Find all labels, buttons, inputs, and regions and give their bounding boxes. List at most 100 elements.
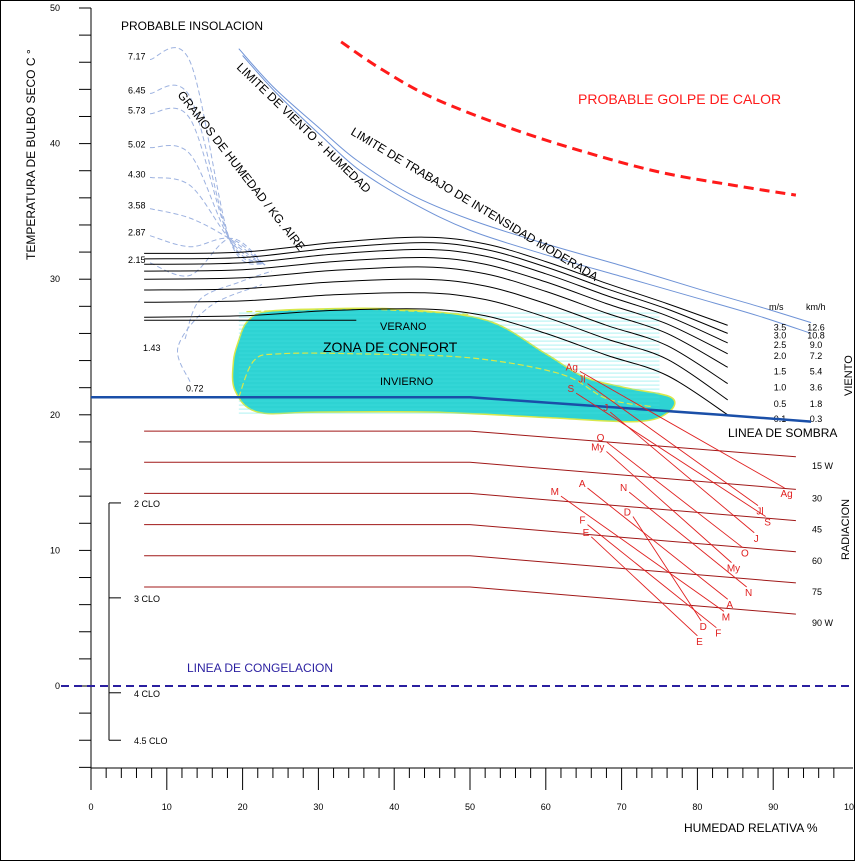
moisture-curve (176, 284, 263, 382)
month-start-label: N (620, 483, 627, 494)
radiation-line (144, 492, 796, 522)
wind-kmh-label: 9.0 (810, 340, 823, 350)
wind-ms-label: 3.0 (774, 330, 787, 340)
wind-limit-line (238, 48, 812, 324)
radiation-label: 75 (812, 587, 822, 597)
moisture-label: 2.15 (128, 255, 146, 265)
month-end-label: E (696, 637, 703, 648)
verano-label: VERANO (380, 321, 427, 333)
x-tick-label: 70 (617, 802, 627, 812)
wind-ms-label: 2.0 (774, 351, 787, 361)
wind-kmh-label: 0.3 (810, 414, 823, 424)
golpe-calor-label: PROBABLE GOLPE DE CALOR (578, 91, 781, 107)
month-line (606, 441, 744, 549)
wind-curve (144, 236, 728, 326)
shadow-line (91, 395, 812, 423)
heat-stroke-line (340, 40, 797, 197)
wind-limit-line (242, 55, 812, 334)
radiation-line (144, 430, 796, 458)
moisture-label: 6.45 (128, 85, 146, 95)
radiation-line (144, 555, 796, 584)
radiation-label: 45 (812, 525, 822, 535)
x-tick-label: 10 (162, 802, 172, 812)
month-line (587, 383, 759, 507)
clo-label: 4 CLO (134, 689, 160, 699)
month-line (587, 487, 728, 600)
month-end-label: F (715, 629, 721, 640)
month-line (632, 516, 702, 622)
wind-kmh-label: 7.2 (810, 351, 823, 361)
month-start-label: D (624, 508, 631, 519)
moisture-curve (149, 176, 266, 266)
linea-sombra-label: LINEA DE SOMBRA (728, 426, 837, 440)
wind-curve (144, 292, 728, 401)
radiation-label: 30 (812, 493, 822, 503)
month-start-label: Ag (566, 362, 578, 373)
radiation-line (144, 586, 796, 615)
month-line (579, 371, 785, 489)
wind-curve (144, 308, 728, 416)
clo-label: 4.5 CLO (134, 736, 168, 746)
wind-curve (144, 266, 728, 368)
month-line (575, 392, 766, 517)
x-tick-label: 50 (465, 802, 475, 812)
month-end-label: O (741, 549, 749, 560)
month-start-label: E (583, 528, 590, 539)
clo-label: 3 CLO (134, 594, 160, 604)
moisture-curve (149, 84, 266, 266)
month-start-label: M (551, 487, 559, 498)
wind-curve (144, 248, 728, 344)
x-tick-label: 90 (768, 802, 778, 812)
moisture-label: 3.58 (128, 201, 146, 211)
wind-ms-label: 1.5 (774, 366, 787, 376)
y-tick-label: 40 (50, 139, 60, 149)
x-tick-label: 80 (692, 802, 702, 812)
viento-label: VIENTO (843, 355, 855, 396)
shadow-line-path (91, 395, 812, 423)
moisture-curve (149, 47, 266, 266)
month-end-label: D (700, 622, 707, 633)
moisture-label: 5.73 (128, 106, 146, 116)
wind-ms-label: 3.5 (774, 322, 787, 332)
moisture-label: 7.17 (128, 51, 146, 61)
moisture-label: 4.30 (128, 169, 146, 179)
month-end-label: M (722, 612, 730, 623)
wind-ms-label: 2.5 (774, 340, 787, 350)
ms-header: m/s (769, 302, 784, 312)
radiation-label: 60 (812, 556, 822, 566)
month-end-label: A (726, 600, 733, 611)
y-axis-title: TEMPERATURA DE BULBO SECO C ° (24, 49, 38, 260)
wind-ms-label: 1.0 (774, 383, 787, 393)
month-end-label: My (727, 564, 740, 575)
x-tick-label: 10 (844, 802, 854, 812)
invierno-label: INVIERNO (380, 376, 434, 388)
month-start-label: S (567, 384, 574, 395)
x-axis-title: HUMEDAD RELATIVA % (684, 821, 818, 835)
radiation-line (144, 524, 796, 553)
radiation-label: 15 W (812, 461, 834, 471)
moisture-label: 1.43 (143, 343, 161, 353)
month-start-label: A (579, 479, 586, 490)
x-tick-label: 40 (389, 802, 399, 812)
linea-congelacion-label: LINEA DE CONGELACION (187, 661, 333, 675)
wind-kmh-label: 1.8 (810, 399, 823, 409)
moisture-label: 0.72 (186, 384, 204, 394)
month-start-label: Jl (578, 375, 585, 386)
moisture-label: 2.87 (128, 228, 146, 238)
radiacion-label: RADIACION (840, 499, 852, 560)
y-tick-label: 0 (55, 681, 60, 691)
month-line (587, 524, 717, 629)
moisture-label: 5.02 (128, 140, 146, 150)
y-tick-label: 30 (50, 274, 60, 284)
x-tick-label: 60 (541, 802, 551, 812)
x-tick-label: 20 (238, 802, 248, 812)
wind-kmh-label: 3.6 (810, 383, 823, 393)
month-line (609, 411, 755, 534)
heat-stroke-curve (340, 40, 797, 197)
month-start-label: F (579, 516, 585, 527)
wind-limit-lines (238, 48, 812, 334)
month-end-label: Ag (780, 489, 792, 500)
month-end-label: Jl (756, 507, 763, 518)
axes-group: 0 10 20 30 40 50 0 10 20 30 40 50 60 70 80 90 10 (50, 3, 854, 812)
